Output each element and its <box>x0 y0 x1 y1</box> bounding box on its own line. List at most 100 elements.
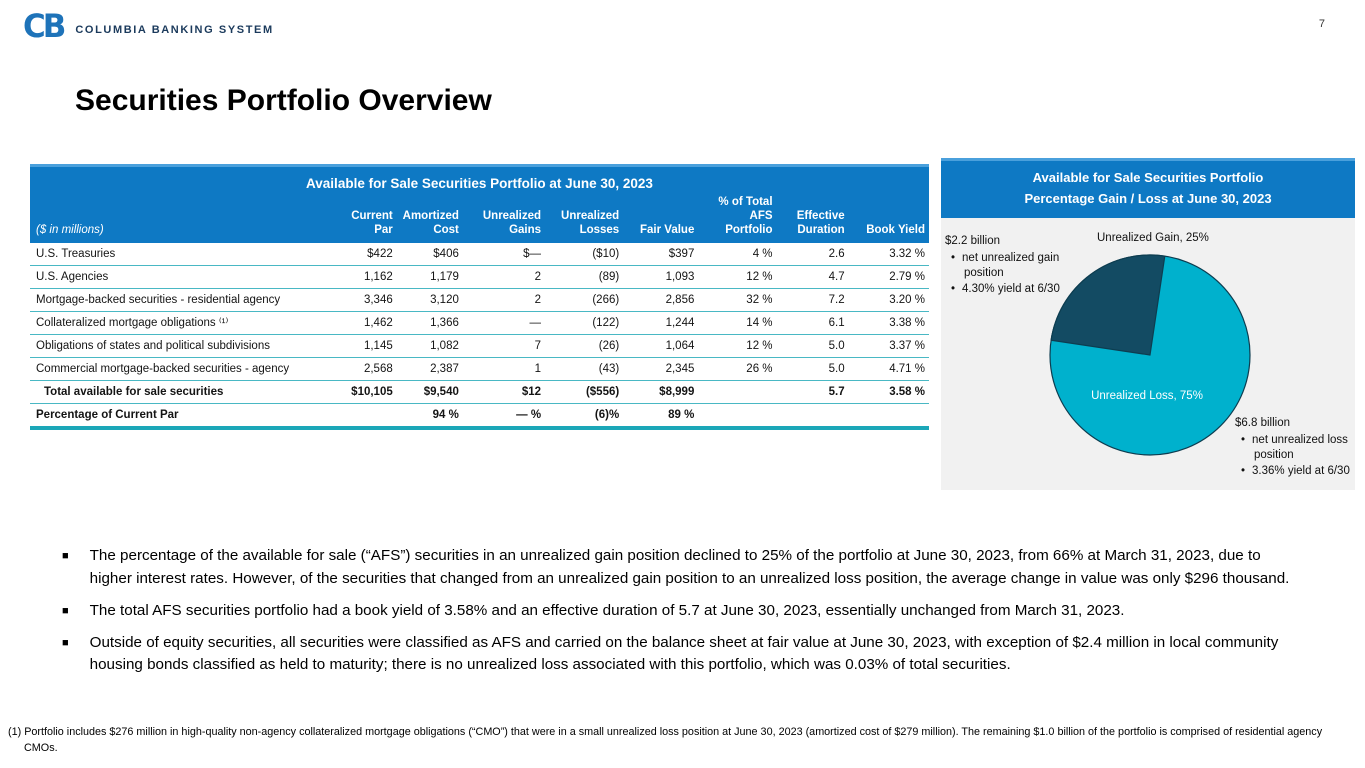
table-total-row: Total available for sale securities $10,… <box>30 380 929 405</box>
company-name: COLUMBIA BANKING SYSTEM <box>75 23 274 36</box>
table-cell: 5.7 <box>776 380 849 405</box>
table-cell: 5.0 <box>776 357 849 382</box>
loss-annotation-heading: $6.8 billion <box>1235 417 1290 429</box>
table-cell: $406 <box>396 243 463 267</box>
table-cell: $422 <box>330 243 397 267</box>
square-bullet-icon: ■ <box>62 636 69 649</box>
col-book-yield: Book Yield <box>848 193 929 244</box>
square-bullet-icon: ■ <box>62 604 69 617</box>
table-row: U.S. Treasuries $422 $406 $— ($10) $397 … <box>30 243 929 267</box>
chart-title-line1: Available for Sale Securities Portfolio <box>1032 170 1264 185</box>
table-cell: $9,540 <box>396 380 463 405</box>
table-cell: U.S. Treasuries <box>30 243 331 267</box>
table-cell: 3.58 % <box>848 380 929 405</box>
bullet-text: Outside of equity securities, all securi… <box>89 633 1279 674</box>
table-cell: U.S. Agencies <box>30 265 331 290</box>
annotation-item: net unrealized gain position <box>951 251 1097 281</box>
unit-label: ($ in millions) <box>30 193 331 244</box>
table-cell: Obligations of states and political subd… <box>30 334 331 359</box>
table-percentage-row: Percentage of Current Par 94 % — % (6)% … <box>30 403 929 431</box>
table-cell: $12 <box>462 380 546 405</box>
table-cell: 2,345 <box>623 357 699 382</box>
footnote: (1) Portfolio includes $276 million in h… <box>8 726 1323 755</box>
pie-chart <box>1049 254 1251 456</box>
square-bullet-icon: ■ <box>62 550 69 562</box>
table-cell: 2,856 <box>623 288 699 313</box>
table-cell: (26) <box>545 334 624 359</box>
table-cell: $8,999 <box>623 380 699 405</box>
table-cell: Commercial mortgage-backed securities - … <box>30 357 331 382</box>
table-cell: 3.38 % <box>848 311 929 336</box>
table-row: Collateralized mortgage obligations ⁽¹⁾ … <box>30 311 929 336</box>
col-amortized-cost: Amortized Cost <box>396 193 463 244</box>
table-cell: 5.0 <box>776 334 849 359</box>
table-cell: — % <box>462 403 546 431</box>
col-unrealized-losses: Unrealized Losses <box>545 193 624 244</box>
table-cell: $397 <box>623 243 699 267</box>
afs-securities-table: Available for Sale Securities Portfolio … <box>30 164 929 431</box>
table-cell: 3.20 % <box>848 288 929 313</box>
table-header-row: ($ in millions) Current Par Amortized Co… <box>30 193 929 244</box>
table-cell: (266) <box>545 288 624 313</box>
table-cell: (43) <box>545 357 624 382</box>
table-cell: ($556) <box>545 380 624 405</box>
table-cell: 2,568 <box>330 357 397 382</box>
table-row: Mortgage-backed securities - residential… <box>30 288 929 313</box>
table-cell: 26 % <box>698 357 777 382</box>
table-cell: 12 % <box>698 334 777 359</box>
table-cell: 14 % <box>698 311 777 336</box>
table-cell: 1,093 <box>623 265 699 290</box>
table-cell: 1,082 <box>396 334 463 359</box>
chart-title-line2: Percentage Gain / Loss at June 30, 2023 <box>1024 191 1272 207</box>
table-cell <box>698 380 777 405</box>
loss-annotation: $6.8 billion net unrealized loss positio… <box>1235 416 1351 480</box>
gain-annotation-heading: $2.2 billion <box>945 235 1000 247</box>
table-cell: — <box>462 311 546 336</box>
table-row: Obligations of states and political subd… <box>30 334 929 359</box>
table-cell: 6.1 <box>776 311 849 336</box>
table-cell: 2,387 <box>396 357 463 382</box>
page-number: 7 <box>1318 18 1325 30</box>
table-cell: ($10) <box>545 243 624 267</box>
commentary-bullets: ■ The percentage of the available for sa… <box>62 545 1314 686</box>
bullet-text: The percentage of the available for sale… <box>89 547 1290 587</box>
table-cell: 2 <box>462 288 546 313</box>
table-cell: 12 % <box>698 265 777 290</box>
table-cell: 1,366 <box>396 311 463 336</box>
table-cell: 1 <box>462 357 546 382</box>
table-title: Available for Sale Securities Portfolio … <box>30 164 929 193</box>
table-cell: 1,145 <box>330 334 397 359</box>
col-unrealized-gains: Unrealized Gains <box>462 193 546 244</box>
table-cell: 4.71 % <box>848 357 929 382</box>
table-cell: Percentage of Current Par <box>30 403 331 431</box>
table-cell: 4 % <box>698 243 777 267</box>
table-cell <box>698 403 777 431</box>
table-cell: 2.6 <box>776 243 849 267</box>
table-cell: 7 <box>462 334 546 359</box>
table-cell: 3.37 % <box>848 334 929 359</box>
chart-title: Available for Sale Securities Portfolio … <box>941 158 1355 218</box>
table-cell: 1,179 <box>396 265 463 290</box>
table-row: U.S. Agencies 1,162 1,179 2 (89) 1,093 1… <box>30 265 929 290</box>
col-current-par: Current Par <box>330 193 397 244</box>
table-cell: $— <box>462 243 546 267</box>
table-cell: 2 <box>462 265 546 290</box>
annotation-item: 3.36% yield at 6/30 <box>1241 464 1351 479</box>
bullet-item: ■ Outside of equity securities, all secu… <box>62 632 1314 678</box>
table-cell: 7.2 <box>776 288 849 313</box>
page-title: Securities Portfolio Overview <box>75 84 492 117</box>
col-effective-duration: Effective Duration <box>776 193 849 244</box>
table-cell: $10,105 <box>330 380 397 405</box>
pie-label-loss: Unrealized Loss, 75% <box>1091 390 1203 402</box>
table-cell <box>330 403 397 431</box>
gain-annotation: $2.2 billion net unrealized gain positio… <box>945 234 1097 298</box>
table-cell <box>776 403 849 431</box>
bullet-item: ■ The total AFS securities portfolio had… <box>62 600 1314 623</box>
bullet-item: ■ The percentage of the available for sa… <box>62 545 1314 591</box>
table-cell: 89 % <box>623 403 699 431</box>
table-cell: (122) <box>545 311 624 336</box>
table-cell: 4.7 <box>776 265 849 290</box>
table-row: Commercial mortgage-backed securities - … <box>30 357 929 382</box>
table-cell: Total available for sale securities <box>30 380 331 405</box>
